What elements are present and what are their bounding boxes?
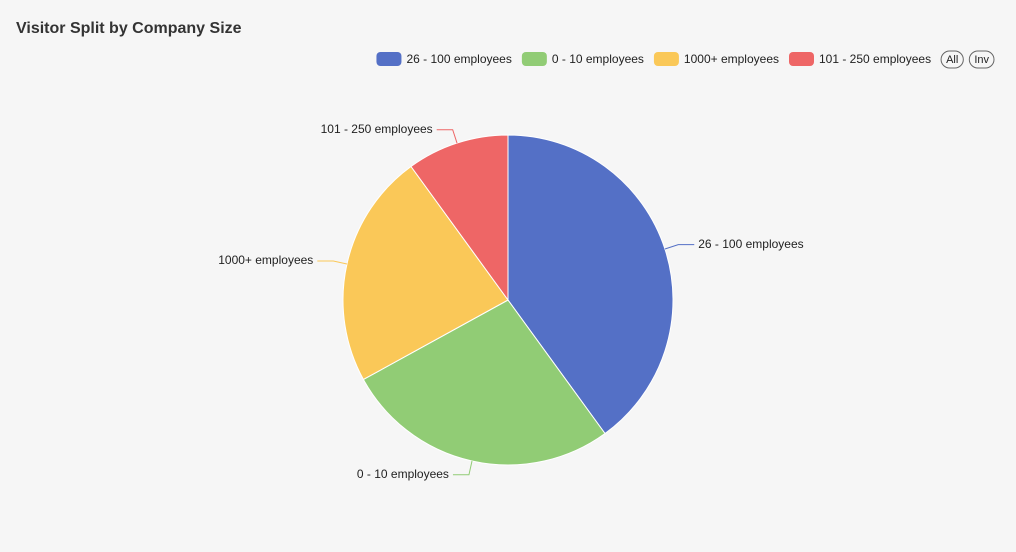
- legend-label[interactable]: 101 - 250 employees: [819, 52, 931, 66]
- leader-line: [664, 244, 695, 250]
- slice-label: 0 - 10 employees: [357, 467, 449, 481]
- leader-line: [452, 460, 473, 476]
- legend-label[interactable]: 1000+ employees: [684, 52, 779, 66]
- legend-label[interactable]: 26 - 100 employees: [406, 52, 511, 66]
- legend-swatch[interactable]: [376, 52, 402, 66]
- legend-button-label[interactable]: Inv: [974, 54, 989, 66]
- legend-button-label[interactable]: All: [946, 54, 958, 66]
- legend-swatch[interactable]: [653, 52, 679, 66]
- pie-slice[interactable]: [507, 134, 674, 435]
- chart-title: Visitor Split by Company Size: [16, 20, 242, 37]
- slice-label: 101 - 250 employees: [321, 122, 433, 136]
- legend-swatch[interactable]: [789, 52, 814, 66]
- leader-line: [317, 260, 348, 265]
- pie-slice[interactable]: [342, 165, 509, 381]
- slice-label: 26 - 100 employees: [698, 237, 803, 251]
- leader-line: [436, 129, 458, 144]
- legend-button[interactable]: [940, 50, 964, 69]
- legend-label[interactable]: 0 - 10 employees: [552, 52, 644, 66]
- slice-label: 1000+ employees: [218, 253, 313, 267]
- legend-swatch[interactable]: [521, 52, 547, 66]
- pie-slice[interactable]: [362, 299, 606, 466]
- legend-button[interactable]: [968, 50, 995, 69]
